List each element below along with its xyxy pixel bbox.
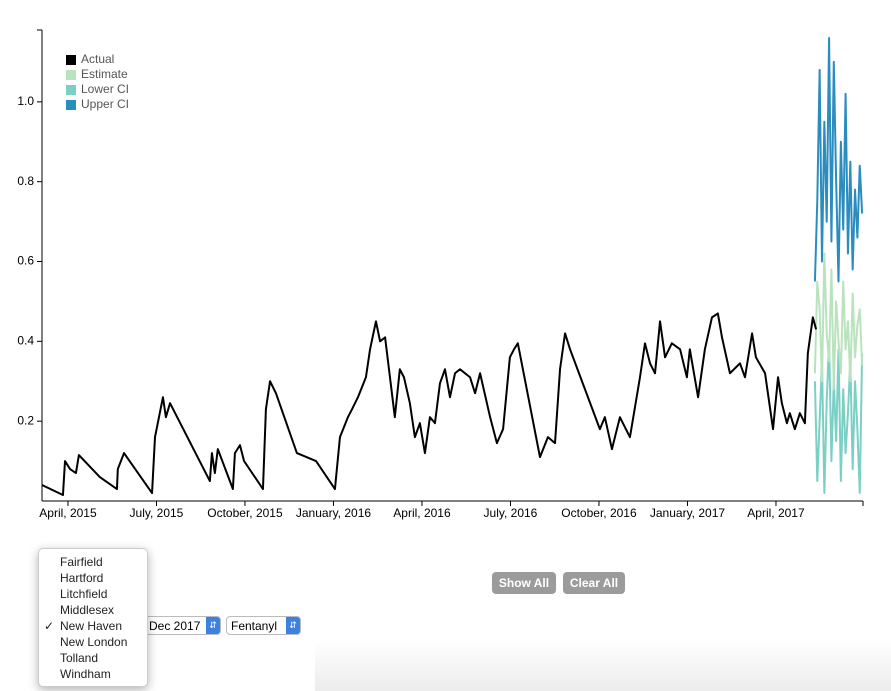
x-tick-label: January, 2017	[650, 506, 725, 520]
x-tick-label: October, 2015	[207, 506, 283, 520]
county-option[interactable]: Hartford	[39, 570, 147, 586]
county-option[interactable]: Windham	[39, 666, 147, 682]
county-label: Fairfield	[60, 555, 103, 569]
legend-swatch	[66, 85, 76, 95]
county-option[interactable]: Tolland	[39, 650, 147, 666]
y-tick-label: 1.0	[17, 94, 34, 108]
series-line	[813, 36, 864, 283]
y-tick-label: 0.8	[17, 174, 34, 188]
county-label: New Haven	[60, 619, 123, 633]
month-select[interactable]: Dec 2017 ⇵	[143, 616, 221, 635]
legend-label: Estimate	[81, 67, 128, 81]
x-tick-label: July, 2015	[130, 506, 184, 520]
county-label: Windham	[60, 667, 111, 681]
legend-label: Lower CI	[81, 82, 129, 96]
series-line	[813, 252, 864, 391]
county-option[interactable]: New London	[39, 634, 147, 650]
series-line	[41, 312, 818, 497]
county-option[interactable]: Fairfield	[39, 554, 147, 570]
select-arrow: ⇵	[286, 617, 300, 634]
drug-select-value: Fentanyl	[231, 619, 278, 633]
county-option[interactable]: ✓ New Haven	[39, 618, 147, 634]
x-tick-label: April, 2017	[747, 506, 805, 520]
legend-label: Upper CI	[81, 97, 129, 111]
clear-all-button[interactable]: Clear All	[563, 572, 625, 594]
county-label: Hartford	[60, 571, 104, 585]
x-tick-label: October, 2016	[561, 506, 637, 520]
check-mark: ✓	[44, 619, 55, 633]
x-tick-label: January, 2016	[296, 506, 371, 520]
chart: 0.2 0.4 0.6 0.8 1.0 April, 2015 July, 2015 Octo…	[17, 29, 864, 520]
county-menu: Fairfield Hartford Litchfield Middlesex ✓ New…	[38, 548, 148, 687]
county-option[interactable]: Middlesex	[39, 602, 147, 618]
drug-select[interactable]: Fentanyl ⇵	[226, 616, 301, 635]
show-all-button[interactable]: Show All	[492, 572, 556, 594]
county-option[interactable]: Litchfield	[39, 586, 147, 602]
county-label: Tolland	[60, 651, 99, 665]
legend-swatch	[66, 100, 76, 110]
background-fade	[315, 640, 891, 691]
county-label: New London	[60, 635, 128, 649]
y-tick-label: 0.4	[17, 334, 34, 348]
y-tick-label: 0.6	[17, 254, 34, 268]
county-label: Middlesex	[60, 603, 115, 617]
county-label: Litchfield	[60, 587, 108, 601]
legend-swatch	[66, 70, 76, 80]
x-tick-label: April, 2016	[393, 506, 451, 520]
legend-label: Actual	[81, 52, 114, 66]
select-arrow: ⇵	[206, 617, 220, 634]
x-tick-label: April, 2015	[39, 506, 97, 520]
x-tick-label: July, 2016	[484, 506, 538, 520]
y-tick-label: 0.2	[17, 413, 34, 427]
month-select-value: Dec 2017	[149, 619, 201, 633]
legend-swatch	[66, 55, 76, 65]
